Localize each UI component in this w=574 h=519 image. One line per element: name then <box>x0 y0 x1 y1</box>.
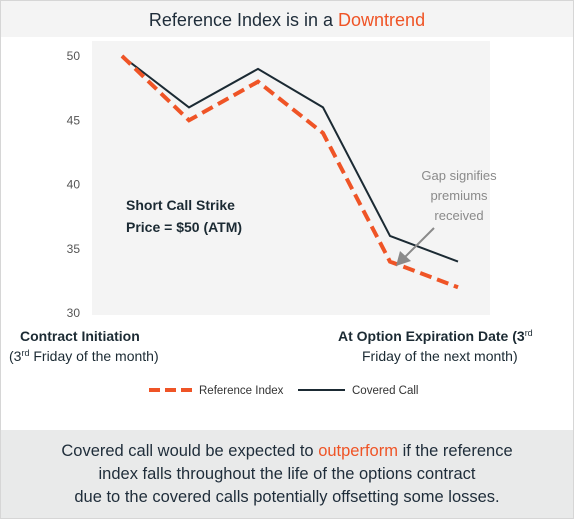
footer-line-2: index falls throughout the life of the o… <box>98 465 476 483</box>
legend: Reference Index Covered Call <box>149 385 418 397</box>
footer-line-1: Covered call would be expected to outper… <box>61 442 513 460</box>
footer-line-3: due to the covered calls potentially off… <box>74 488 500 506</box>
series-layer <box>120 54 459 290</box>
gap-annotation-line3: received <box>434 208 483 223</box>
x-label-end: At Option Expiration Date (3rd <box>338 328 533 344</box>
gap-arrow-head <box>396 251 411 266</box>
title-highlight: Downtrend <box>338 10 426 30</box>
strike-annotation-line1: Short Call Strike <box>126 197 235 213</box>
y-tick-label: 40 <box>67 178 81 192</box>
footer-note: Covered call would be expected to outper… <box>1 430 573 518</box>
x-label-end-sub: Friday of the next month) <box>362 348 518 364</box>
line-chart: 50 45 40 35 30 Short Call Strike Price = $50… <box>9 41 533 397</box>
gap-arrow-shaft <box>402 227 435 260</box>
strike-annotation-line2: Price = $50 (ATM) <box>126 219 242 235</box>
x-label-start: Contract Initiation <box>20 328 140 344</box>
chart-title: Reference Index is in a Downtrend <box>1 1 573 37</box>
plot-area <box>92 41 490 315</box>
legend-label-covered-call: Covered Call <box>352 385 418 397</box>
gap-annotation-line2: premiums <box>430 188 488 203</box>
x-label-start-sub: (3rd Friday of the month) <box>9 348 159 364</box>
y-tick-label: 35 <box>67 242 81 256</box>
series-line-reference-index <box>120 54 459 290</box>
y-tick-label: 50 <box>67 49 81 63</box>
y-tick-label: 45 <box>67 113 81 127</box>
y-axis-ticks: 50 45 40 35 30 <box>67 49 81 320</box>
title-prefix: Reference Index is in a <box>148 10 339 30</box>
legend-label-reference-index: Reference Index <box>199 385 284 397</box>
y-tick-label: 30 <box>67 306 81 320</box>
series-line-covered-call <box>121 55 459 263</box>
gap-annotation-line1: Gap signifies <box>421 168 497 183</box>
